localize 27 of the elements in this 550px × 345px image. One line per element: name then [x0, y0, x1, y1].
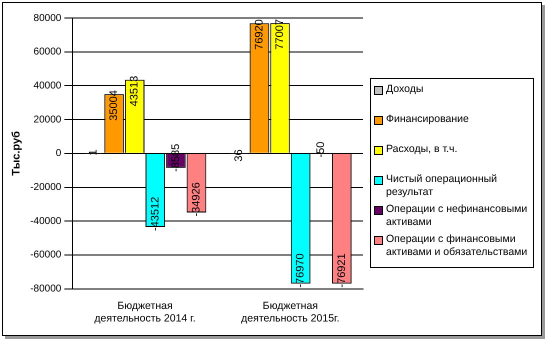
y-tick-label: 20000 — [34, 114, 62, 126]
legend-label: Операции с финансовыми активами и обязательствами — [386, 233, 528, 259]
y-tick-label: -20000 — [30, 182, 62, 193]
y-tick-label: -40000 — [30, 216, 62, 227]
legend-label: Чистый операционный результат — [386, 173, 498, 199]
data-label: 76920 — [253, 19, 266, 50]
y-tick-label: 0 — [56, 148, 62, 160]
data-label: -76921 — [336, 253, 348, 288]
x-tick-label: Бюджетная деятельность 2015г. — [241, 300, 340, 325]
legend-label: Доходы — [386, 83, 424, 96]
y-tick-label: -60000 — [30, 250, 62, 261]
y-tick-label: -80000 — [30, 284, 62, 295]
y-axis-title: Тыс.руб — [10, 130, 23, 176]
data-label: 43513 — [128, 76, 141, 106]
data-label: -50 — [315, 142, 328, 158]
legend-label: Финансирование — [386, 113, 469, 126]
data-label: -76970 — [294, 253, 307, 288]
y-tick-label: 40000 — [34, 80, 62, 92]
y-tick-label: 60000 — [34, 46, 62, 58]
y-tick-label: 80000 — [34, 12, 62, 24]
data-label: 35004 — [108, 90, 120, 121]
x-tick-label: Бюджетная деятельность 2014 г. — [94, 300, 196, 325]
data-label: -43512 — [149, 196, 162, 232]
legend-label: Расходы, в т.ч. — [386, 143, 458, 156]
data-label: 77007 — [274, 19, 286, 50]
data-label: -34926 — [190, 182, 203, 217]
legend-label: Операции с нефинансовыми активами — [386, 203, 528, 229]
